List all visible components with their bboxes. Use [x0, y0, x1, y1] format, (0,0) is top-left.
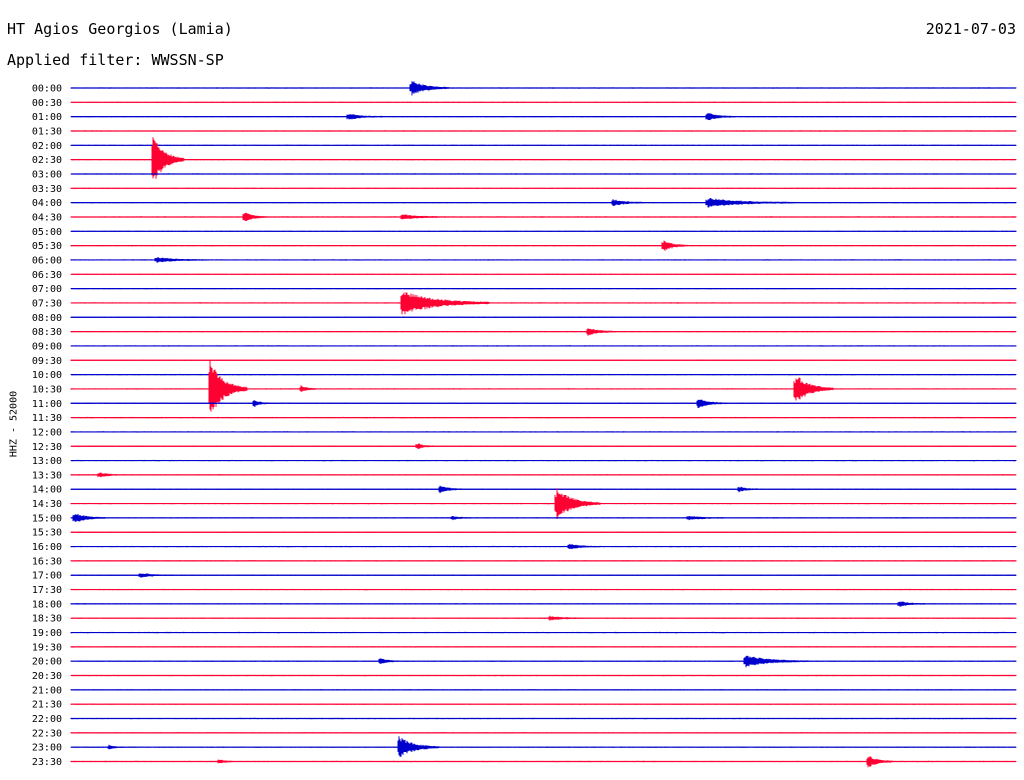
- row-time-label: 03:00: [32, 169, 62, 180]
- row-time-label: 05:30: [32, 241, 62, 252]
- row-time-label: 02:30: [32, 155, 62, 166]
- row-time-label: 13:30: [32, 470, 62, 481]
- row-time-label: 16:00: [32, 542, 62, 553]
- row-time-label: 06:30: [32, 270, 62, 281]
- row-time-label: 22:00: [32, 714, 62, 725]
- row-time-label: 09:30: [32, 356, 62, 367]
- row-time-label: 01:00: [32, 112, 62, 123]
- row-time-label: 17:30: [32, 585, 62, 596]
- row-time-label: 03:30: [32, 184, 62, 195]
- row-time-label: 23:30: [32, 757, 62, 768]
- row-time-label: 10:30: [32, 384, 62, 395]
- row-time-label: 09:00: [32, 341, 62, 352]
- row-time-label: 05:00: [32, 227, 62, 238]
- row-time-label: 20:30: [32, 671, 62, 682]
- row-time-label: 19:00: [32, 628, 62, 639]
- row-time-label: 15:30: [32, 528, 62, 539]
- row-time-label: 08:30: [32, 327, 62, 338]
- row-time-label: 08:00: [32, 313, 62, 324]
- row-time-label: 23:00: [32, 743, 62, 754]
- row-time-label: 02:00: [32, 141, 62, 152]
- row-time-label: 16:30: [32, 556, 62, 567]
- row-label-group: 00:00 00:30 01:00 01:30 02:00 02:30 03:00 03:30…: [32, 84, 62, 769]
- row-time-label: 15:00: [32, 513, 62, 524]
- row-time-label: 12:30: [32, 442, 62, 453]
- row-time-label: 11:30: [32, 413, 62, 424]
- row-time-label: 20:00: [32, 657, 62, 668]
- row-time-label: 21:00: [32, 685, 62, 696]
- row-time-label: 18:00: [32, 599, 62, 610]
- record-date: 2021-07-03: [925, 20, 1016, 38]
- row-time-label: 07:00: [32, 284, 62, 295]
- row-time-label: 11:00: [32, 399, 62, 410]
- row-time-label: 13:00: [32, 456, 62, 467]
- row-time-label: 12:00: [32, 427, 62, 438]
- row-time-label: 01:30: [32, 126, 62, 137]
- trace-row-0230: [70, 137, 1017, 179]
- station-title: HT Agios Georgios (Lamia): [7, 20, 233, 38]
- row-time-label: 00:30: [32, 98, 62, 109]
- row-time-label: 21:30: [32, 700, 62, 711]
- row-time-label: 10:00: [32, 370, 62, 381]
- row-time-label: 06:00: [32, 255, 62, 266]
- row-time-label: 19:30: [32, 642, 62, 653]
- row-time-label: 18:30: [32, 614, 62, 625]
- trace-group: [70, 81, 1017, 768]
- row-time-label: 04:00: [32, 198, 62, 209]
- row-time-label: 14:30: [32, 499, 62, 510]
- row-time-label: 07:30: [32, 298, 62, 309]
- row-time-label: 22:30: [32, 728, 62, 739]
- filter-label: Applied filter: WWSSN-SP: [7, 51, 224, 69]
- row-time-label: 04:30: [32, 212, 62, 223]
- row-time-label: 14:00: [32, 485, 62, 496]
- row-time-label: 17:00: [32, 571, 62, 582]
- row-time-label: 00:00: [32, 84, 62, 95]
